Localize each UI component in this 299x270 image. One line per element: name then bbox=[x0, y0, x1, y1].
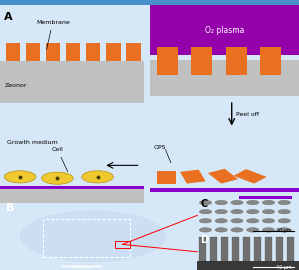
Circle shape bbox=[231, 228, 243, 232]
Bar bbox=[226, 47, 247, 75]
Bar bbox=[86, 43, 100, 61]
Ellipse shape bbox=[42, 172, 73, 184]
Bar bbox=[115, 241, 130, 248]
Circle shape bbox=[263, 210, 274, 214]
Text: A: A bbox=[4, 12, 13, 22]
Bar bbox=[46, 43, 60, 61]
Bar bbox=[157, 171, 176, 184]
Bar bbox=[0, 61, 144, 103]
Bar bbox=[197, 261, 299, 270]
Circle shape bbox=[247, 219, 259, 223]
Text: C: C bbox=[200, 199, 208, 209]
Bar bbox=[157, 47, 178, 75]
Text: OPS: OPS bbox=[154, 145, 167, 150]
Bar bbox=[239, 197, 292, 199]
Text: Zeonor: Zeonor bbox=[4, 83, 27, 88]
Text: Membrane: Membrane bbox=[36, 20, 70, 49]
Circle shape bbox=[199, 210, 212, 214]
Bar bbox=[150, 188, 299, 192]
Bar bbox=[126, 43, 141, 61]
Bar bbox=[199, 237, 206, 261]
Bar bbox=[0, 189, 144, 202]
Bar bbox=[26, 43, 40, 61]
Circle shape bbox=[278, 228, 290, 232]
Circle shape bbox=[278, 210, 290, 214]
Text: B: B bbox=[6, 203, 14, 213]
Bar bbox=[0, 186, 144, 189]
Bar bbox=[265, 237, 272, 261]
Bar bbox=[276, 237, 283, 261]
Bar bbox=[221, 237, 228, 261]
Bar bbox=[6, 43, 20, 61]
Circle shape bbox=[215, 219, 227, 223]
Bar bbox=[232, 237, 239, 261]
Bar bbox=[260, 47, 281, 75]
Circle shape bbox=[263, 200, 274, 205]
Bar bbox=[254, 237, 261, 261]
Circle shape bbox=[247, 228, 259, 232]
Text: D: D bbox=[200, 235, 208, 245]
Circle shape bbox=[215, 228, 227, 232]
Circle shape bbox=[247, 200, 259, 205]
Bar bbox=[287, 237, 294, 261]
Circle shape bbox=[263, 219, 274, 223]
Bar bbox=[150, 5, 299, 55]
Text: Growth medium: Growth medium bbox=[7, 140, 58, 145]
Text: O₂ plasma: O₂ plasma bbox=[205, 26, 244, 35]
Text: 40 μm: 40 μm bbox=[276, 265, 292, 270]
Text: Peel off: Peel off bbox=[236, 112, 259, 117]
Circle shape bbox=[278, 219, 290, 223]
Bar bbox=[180, 170, 206, 184]
Circle shape bbox=[19, 210, 167, 263]
Circle shape bbox=[263, 228, 274, 232]
Circle shape bbox=[215, 210, 227, 214]
Bar bbox=[234, 169, 267, 184]
Text: Cell: Cell bbox=[51, 147, 68, 172]
Bar bbox=[210, 237, 217, 261]
Bar bbox=[150, 60, 299, 96]
Circle shape bbox=[231, 200, 243, 205]
Text: 40 μm: 40 μm bbox=[276, 228, 292, 233]
Ellipse shape bbox=[82, 171, 113, 183]
Circle shape bbox=[278, 200, 290, 205]
Circle shape bbox=[199, 228, 212, 232]
Bar bbox=[43, 219, 130, 257]
Circle shape bbox=[199, 219, 212, 223]
Bar bbox=[191, 47, 212, 75]
Circle shape bbox=[199, 200, 212, 205]
Bar bbox=[208, 169, 238, 184]
Text: 20 mm: 20 mm bbox=[72, 265, 91, 270]
Circle shape bbox=[247, 210, 259, 214]
Circle shape bbox=[215, 200, 227, 205]
Bar bbox=[66, 43, 80, 61]
Bar bbox=[106, 43, 120, 61]
Bar bbox=[243, 237, 250, 261]
Circle shape bbox=[231, 219, 243, 223]
Circle shape bbox=[231, 210, 243, 214]
Ellipse shape bbox=[4, 171, 36, 183]
